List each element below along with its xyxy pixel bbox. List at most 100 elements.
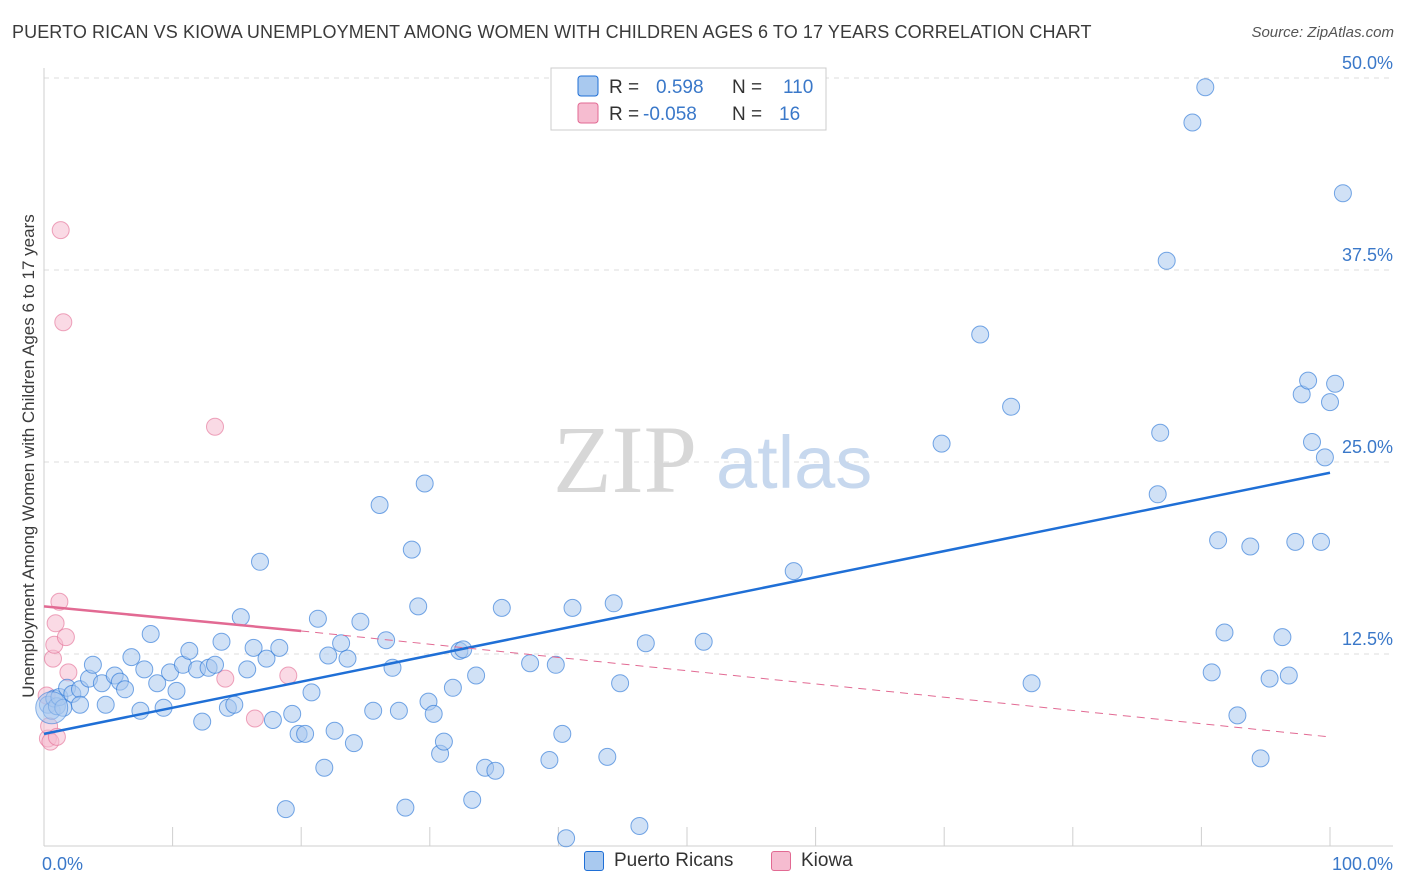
puerto-rican-point [492, 598, 511, 617]
y-tick-label-0: 12.5% [1342, 629, 1393, 649]
y-axis-label: Unemployment Among Women with Children A… [19, 214, 38, 698]
kiowa-point [59, 663, 78, 682]
puerto-rican-point [180, 641, 199, 660]
kiowa-point [56, 628, 75, 647]
puerto-rican-point [167, 681, 186, 700]
puerto-rican-point [276, 800, 295, 819]
y-tick-label-1: 25.0% [1342, 437, 1393, 457]
puerto-rican-point [1303, 433, 1321, 451]
puerto-rican-point [1241, 537, 1260, 556]
puerto-rican-point [1333, 184, 1352, 203]
puerto-rican-point [604, 594, 623, 613]
puerto-rican-point [71, 695, 89, 714]
tick-labels: 12.5% 25.0% 37.5% 50.0% 0.0% 100.0% [42, 53, 1393, 874]
puerto-rican-point [443, 678, 462, 697]
kiowa-point [51, 221, 70, 240]
legend-label-kiowa: Kiowa [801, 850, 853, 871]
puerto-rican-point [402, 540, 421, 559]
watermark-zip: ZIP [553, 406, 697, 513]
y-tick-label-2: 37.5% [1342, 245, 1393, 265]
puerto-rican-point [1215, 623, 1234, 642]
puerto-rican-point [122, 648, 141, 667]
puerto-rican-point [351, 612, 370, 631]
puerto-rican-point [1251, 749, 1270, 768]
legend-n-value-2: 16 [779, 104, 800, 125]
puerto-rican-point [1273, 628, 1292, 647]
kiowa-point [54, 313, 73, 332]
watermark: ZIP atlas [553, 406, 872, 513]
trend-line-kiowa [43, 605, 302, 633]
puerto-rican-point [463, 790, 482, 809]
puerto-rican-point [83, 655, 102, 674]
puerto-rican-point [257, 649, 276, 668]
puerto-rican-point [1228, 706, 1247, 725]
trend-line-kiowa-extension [301, 630, 1331, 738]
puerto-rican-points [35, 78, 1352, 848]
puerto-rican-point [116, 680, 134, 699]
legend-n-label-2: N = [732, 104, 762, 125]
puerto-rican-point [325, 721, 344, 740]
puerto-rican-point [557, 829, 576, 848]
puerto-rican-point [251, 552, 269, 571]
puerto-rican-point [486, 761, 505, 780]
puerto-rican-point [694, 632, 713, 651]
puerto-rican-point [784, 562, 803, 581]
source-label: Source: ZipAtlas.com [1251, 24, 1394, 41]
puerto-rican-point [389, 701, 408, 720]
legend-n-value-1: 110 [783, 77, 813, 98]
puerto-rican-point [148, 674, 167, 693]
puerto-rican-point [315, 758, 334, 777]
trend-line-puerto-ricans [43, 471, 1331, 736]
puerto-rican-point [96, 695, 115, 714]
puerto-rican-point [1157, 251, 1176, 270]
puerto-rican-point [1209, 531, 1228, 550]
grid-layer [44, 77, 1393, 655]
puerto-rican-point [1315, 448, 1334, 467]
kiowa-point [216, 669, 235, 688]
legend-r-value-1: 0.598 [656, 77, 704, 98]
trend-lines [43, 471, 1331, 738]
series-legend: Puerto Ricans Kiowa [0, 850, 1406, 878]
kiowa-point [245, 709, 264, 728]
watermark-atlas: atlas [716, 421, 872, 504]
legend-label-puerto-ricans: Puerto Ricans [614, 850, 734, 871]
legend-item-puerto-ricans[interactable]: Puerto Ricans [584, 850, 733, 872]
puerto-rican-point [370, 496, 389, 514]
legend-r-value-2: -0.058 [643, 104, 697, 125]
puerto-rican-point [1326, 374, 1345, 393]
chart-title: PUERTO RICAN VS KIOWA UNEMPLOYMENT AMONG… [12, 22, 1092, 42]
puerto-rican-point [1321, 393, 1339, 412]
kiowa-point [206, 417, 224, 436]
puerto-rican-point [135, 660, 154, 679]
legend-item-kiowa[interactable]: Kiowa [771, 850, 853, 872]
x-tick-label-1: 100.0% [1332, 854, 1393, 874]
puerto-rican-point [424, 704, 443, 723]
puerto-rican-point [396, 798, 415, 817]
puerto-rican-point [1196, 78, 1215, 97]
kiowa-point [279, 666, 298, 685]
puerto-rican-point [434, 732, 453, 751]
puerto-rican-point [225, 695, 244, 714]
puerto-rican-point [467, 666, 486, 685]
puerto-rican-point [270, 638, 289, 657]
legend-swatch-kiowa [577, 102, 599, 124]
puerto-rican-point [364, 701, 383, 720]
puerto-rican-point [932, 434, 951, 453]
legend-r-label-1: R = [609, 77, 639, 98]
puerto-rican-point [971, 325, 990, 344]
puerto-rican-point-cluster [35, 691, 69, 725]
puerto-rican-point [231, 608, 250, 627]
puerto-rican-point [344, 734, 363, 753]
puerto-rican-point [263, 711, 282, 729]
puerto-rican-point [1002, 397, 1021, 416]
puerto-rican-point [206, 655, 224, 674]
puerto-rican-point [563, 598, 582, 617]
puerto-rican-point [332, 634, 351, 653]
puerto-rican-point [636, 634, 655, 653]
puerto-rican-point [308, 609, 327, 628]
puerto-rican-point [521, 654, 540, 673]
legend-n-label-1: N = [732, 77, 762, 98]
stats-legend: R = 0.598 N = 110 R = -0.058 N = 16 [550, 67, 827, 131]
legend-r-label-2: R = [609, 104, 639, 125]
